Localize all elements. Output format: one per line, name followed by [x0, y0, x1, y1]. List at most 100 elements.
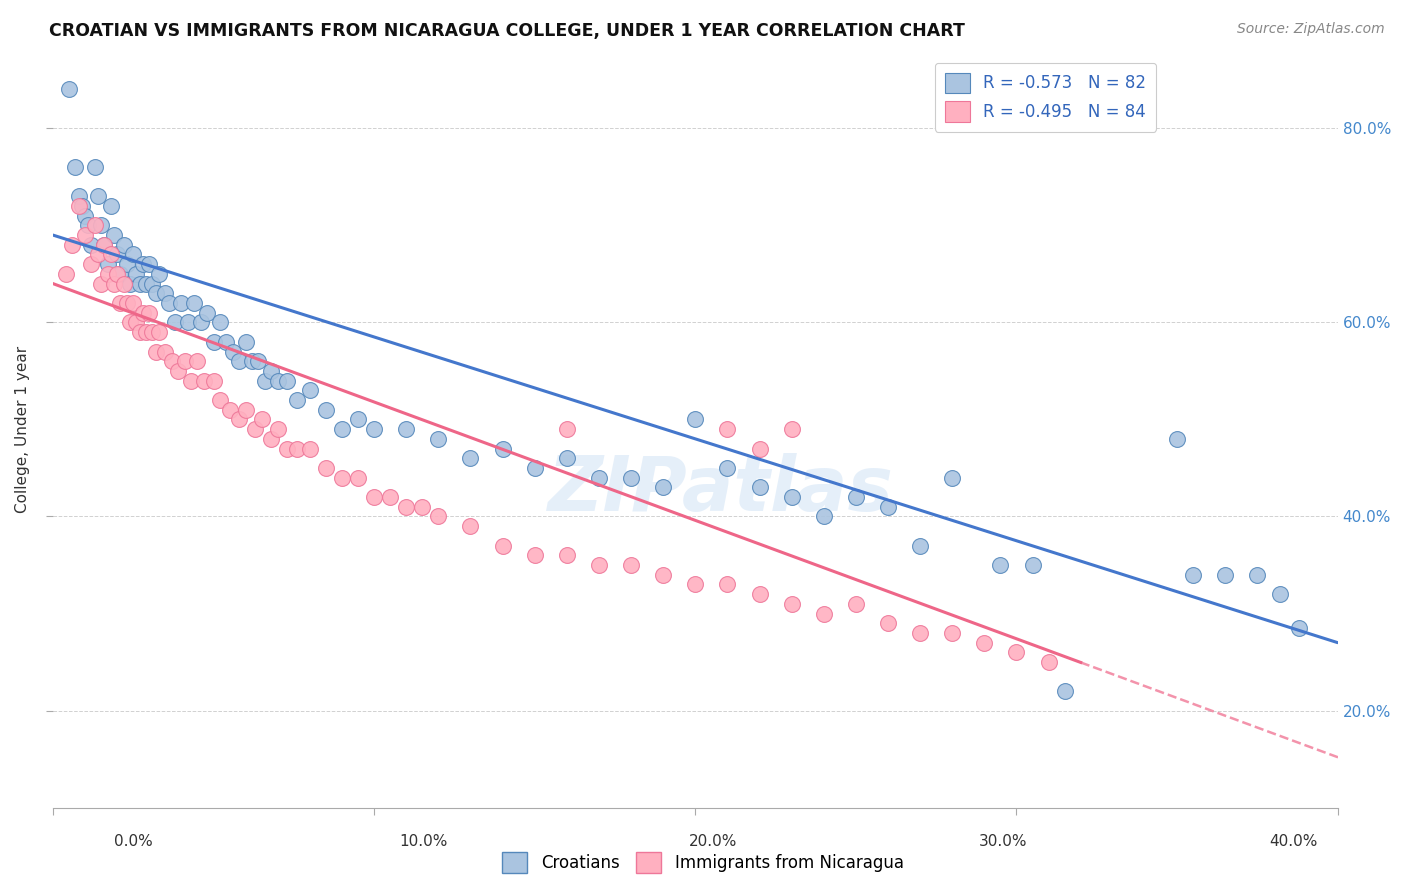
- Point: [620, 471, 643, 485]
- Point: [716, 422, 738, 436]
- Point: [186, 354, 208, 368]
- Point: [260, 364, 283, 378]
- Point: [67, 189, 90, 203]
- Point: [77, 219, 100, 233]
- Point: [125, 315, 148, 329]
- Point: [80, 257, 103, 271]
- Point: [253, 374, 276, 388]
- Point: [845, 597, 868, 611]
- Point: [845, 490, 868, 504]
- Point: [90, 219, 112, 233]
- Legend: Croatians, Immigrants from Nicaragua: Croatians, Immigrants from Nicaragua: [496, 846, 910, 880]
- Point: [378, 490, 401, 504]
- Point: [330, 422, 353, 436]
- Point: [115, 296, 138, 310]
- Point: [276, 442, 298, 456]
- Point: [160, 354, 183, 368]
- Point: [183, 296, 205, 310]
- Point: [193, 374, 215, 388]
- Point: [148, 325, 170, 339]
- Point: [195, 306, 218, 320]
- Point: [222, 344, 245, 359]
- Point: [173, 354, 195, 368]
- Point: [652, 567, 675, 582]
- Point: [93, 237, 115, 252]
- Point: [135, 325, 157, 339]
- Point: [235, 402, 257, 417]
- Point: [83, 160, 105, 174]
- Point: [260, 432, 283, 446]
- Point: [122, 296, 145, 310]
- Point: [132, 257, 155, 271]
- Point: [1182, 567, 1205, 582]
- Point: [190, 315, 212, 329]
- Point: [908, 626, 931, 640]
- Text: CROATIAN VS IMMIGRANTS FROM NICARAGUA COLLEGE, UNDER 1 YEAR CORRELATION CHART: CROATIAN VS IMMIGRANTS FROM NICARAGUA CO…: [49, 22, 965, 40]
- Point: [148, 267, 170, 281]
- Point: [685, 577, 707, 591]
- Point: [228, 354, 250, 368]
- Point: [780, 422, 803, 436]
- Point: [73, 228, 96, 243]
- Point: [100, 247, 122, 261]
- Point: [135, 277, 157, 291]
- Point: [347, 471, 370, 485]
- Point: [990, 558, 1012, 572]
- Point: [240, 354, 263, 368]
- Point: [716, 461, 738, 475]
- Point: [877, 500, 900, 514]
- Point: [780, 490, 803, 504]
- Point: [128, 325, 150, 339]
- Point: [208, 392, 231, 407]
- Point: [716, 577, 738, 591]
- Point: [60, 237, 83, 252]
- Point: [395, 500, 418, 514]
- Point: [90, 277, 112, 291]
- Point: [685, 412, 707, 426]
- Point: [748, 480, 770, 494]
- Point: [523, 549, 546, 563]
- Point: [145, 286, 167, 301]
- Point: [620, 558, 643, 572]
- Point: [118, 315, 141, 329]
- Point: [298, 442, 321, 456]
- Point: [105, 267, 128, 281]
- Point: [80, 237, 103, 252]
- Point: [1246, 567, 1268, 582]
- Point: [112, 237, 135, 252]
- Point: [215, 334, 238, 349]
- Point: [155, 286, 177, 301]
- Point: [427, 432, 450, 446]
- Point: [128, 277, 150, 291]
- Point: [877, 616, 900, 631]
- Point: [170, 296, 193, 310]
- Text: 40.0%: 40.0%: [1270, 834, 1317, 849]
- Point: [363, 422, 385, 436]
- Point: [1021, 558, 1043, 572]
- Point: [267, 422, 290, 436]
- Point: [748, 442, 770, 456]
- Point: [83, 219, 105, 233]
- Point: [141, 325, 163, 339]
- Point: [250, 412, 273, 426]
- Point: [55, 267, 77, 281]
- Point: [105, 247, 128, 261]
- Text: 10.0%: 10.0%: [399, 834, 447, 849]
- Point: [118, 277, 141, 291]
- Point: [523, 461, 546, 475]
- Point: [941, 626, 963, 640]
- Point: [157, 296, 180, 310]
- Text: ZIPatlas: ZIPatlas: [548, 453, 894, 526]
- Point: [315, 402, 337, 417]
- Point: [100, 199, 122, 213]
- Point: [65, 160, 87, 174]
- Point: [347, 412, 370, 426]
- Text: 20.0%: 20.0%: [689, 834, 738, 849]
- Point: [315, 461, 337, 475]
- Point: [1005, 645, 1028, 659]
- Point: [1288, 621, 1310, 635]
- Point: [1166, 432, 1188, 446]
- Point: [112, 277, 135, 291]
- Point: [973, 635, 995, 649]
- Point: [145, 344, 167, 359]
